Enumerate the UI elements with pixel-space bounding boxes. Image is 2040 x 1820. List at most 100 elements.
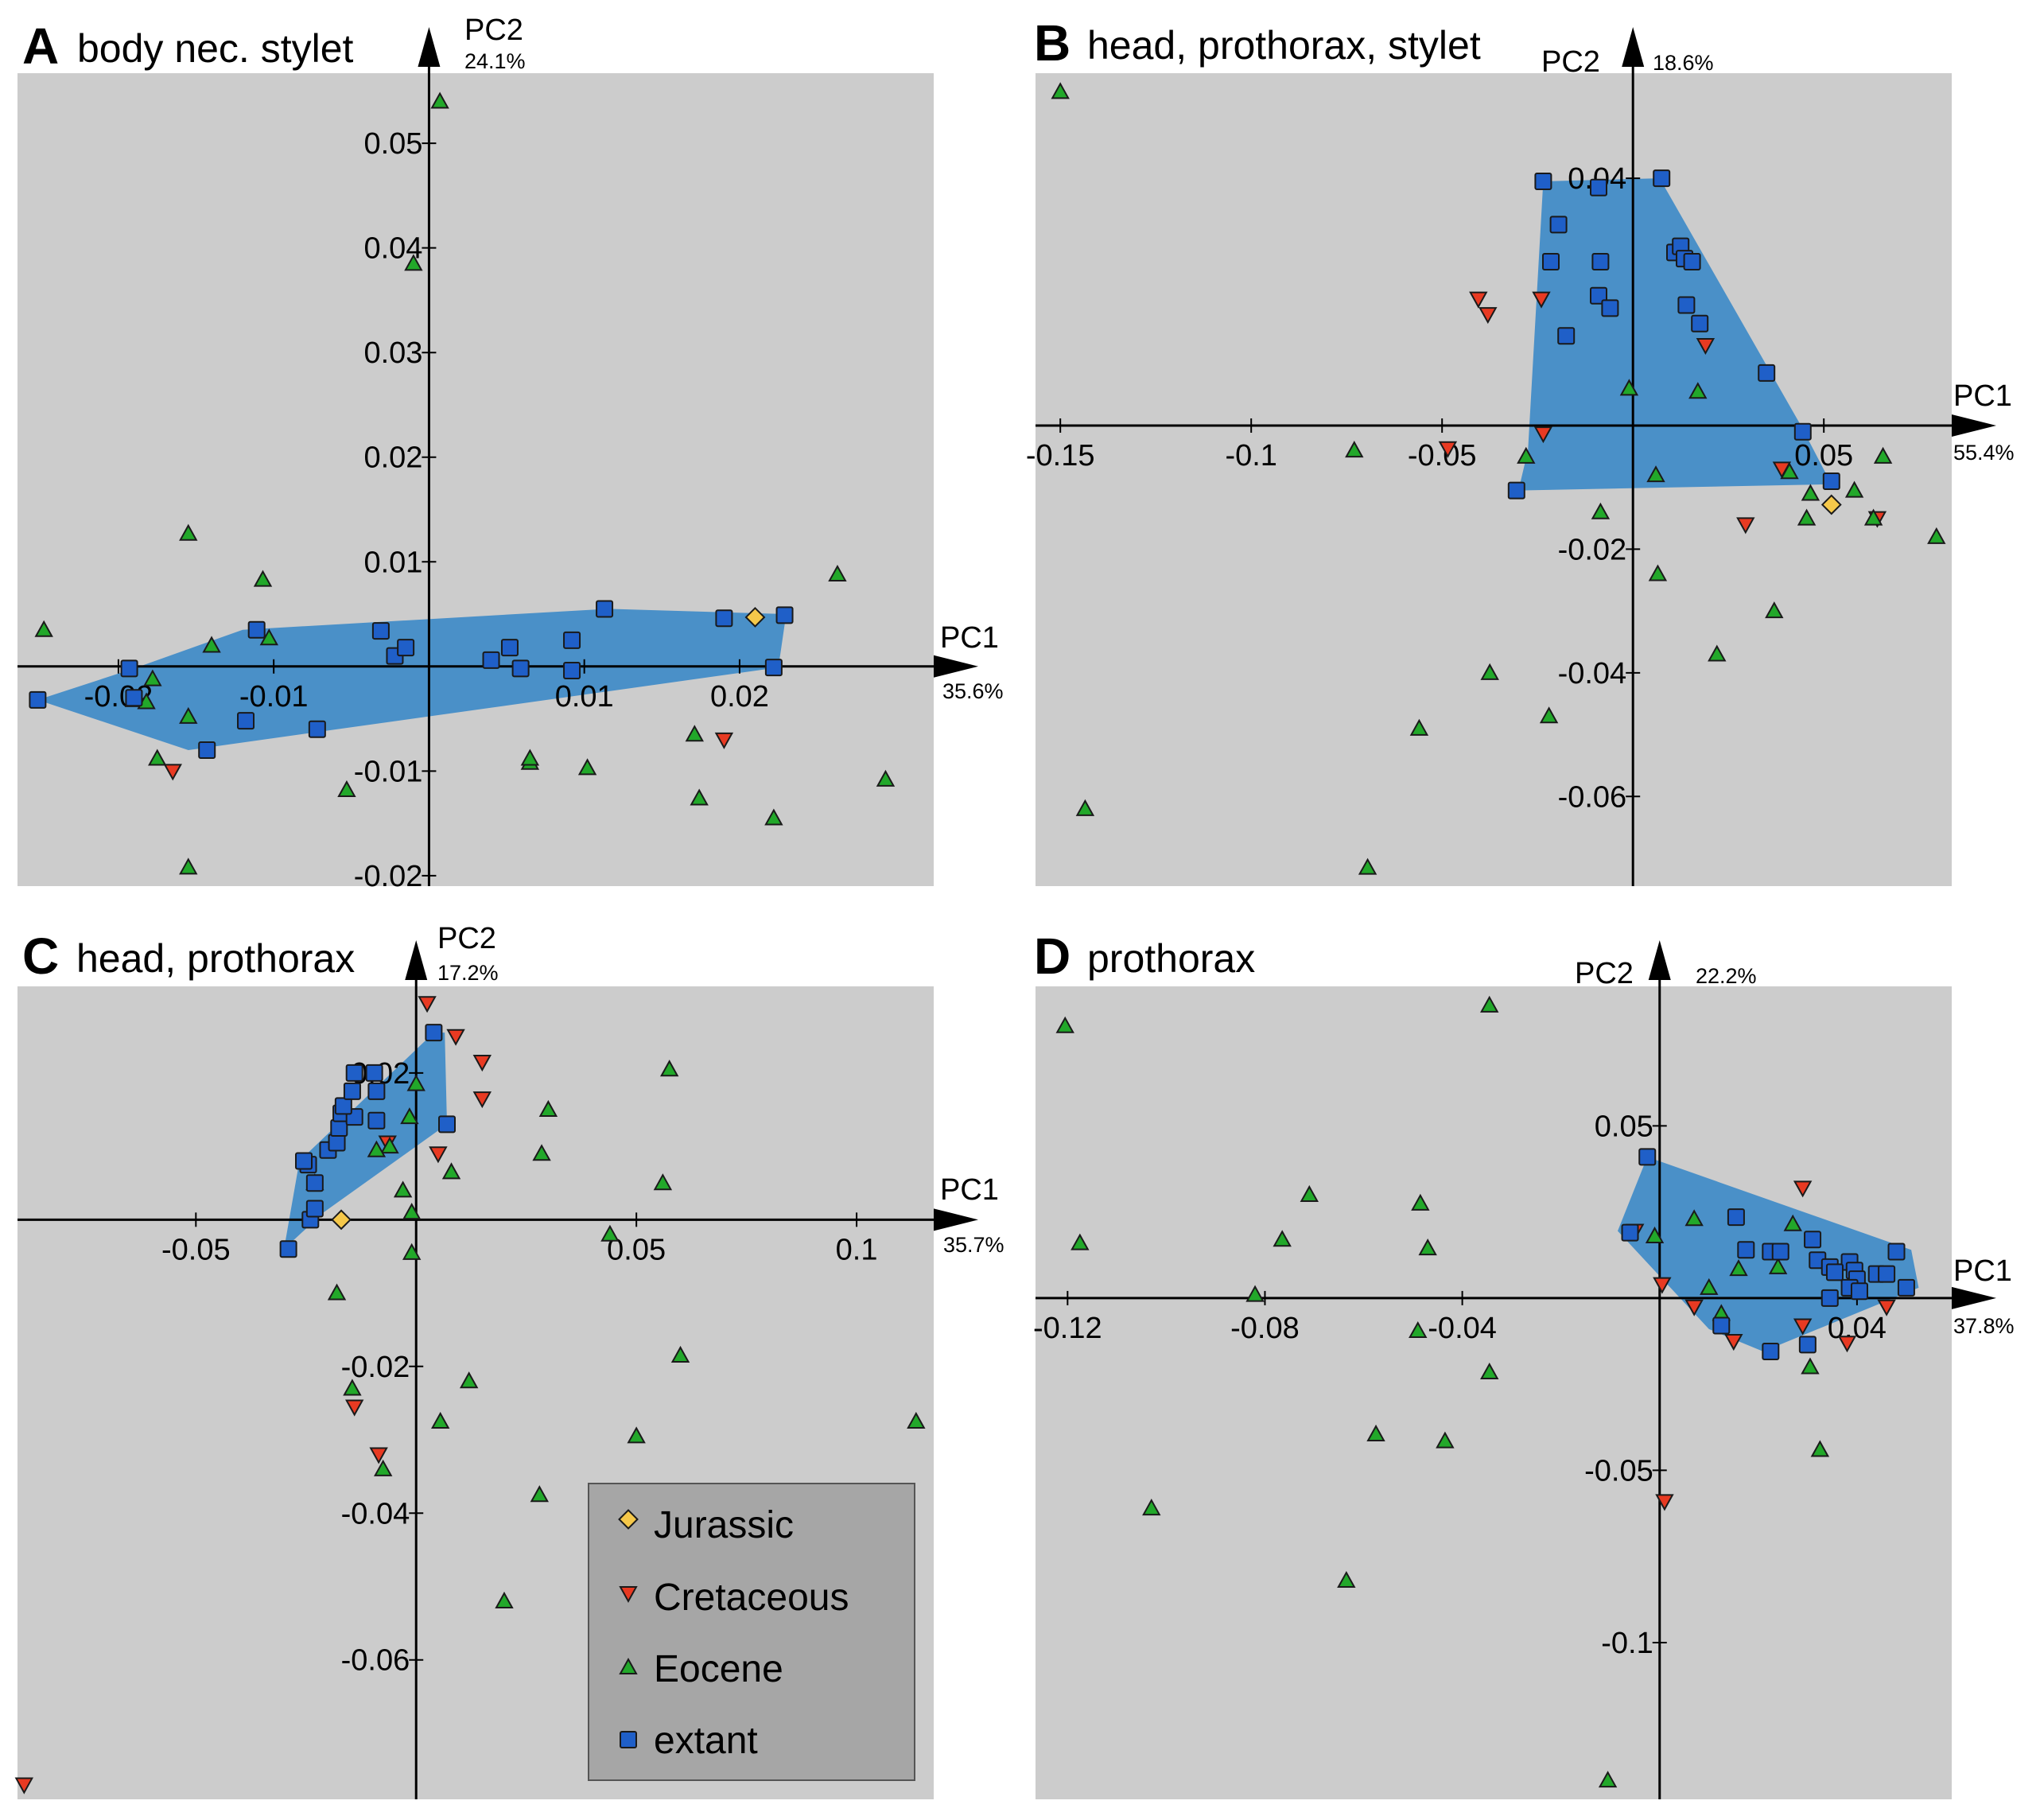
extant-convex-hull [37,609,787,750]
cretaceous-point [1469,291,1488,309]
eocene-point [343,1379,362,1396]
eocene-point [1409,718,1429,736]
extant-point [482,651,500,669]
panel-a: -0.02 -0.01 0.01 0.020.050.040.030.020.01-0… [17,14,1004,893]
extant-point [438,1115,456,1134]
eocene-point [441,1162,461,1180]
eocene-point [1619,379,1639,396]
panel-title: body nec. stylet [77,26,354,71]
eocene-point [1591,502,1611,519]
eocene-point [1783,1214,1802,1231]
points-layer [1055,995,1915,1788]
y-tick-label: -0.02 [341,1351,410,1384]
eocene-point [1797,508,1817,526]
extant-point [1762,1343,1780,1361]
legend-label: extant [654,1720,758,1762]
eocene-point [653,1173,673,1191]
eocene-point [1418,1239,1437,1256]
y-tick-label: -0.06 [1558,780,1627,814]
jurassic-point [744,607,766,628]
eocene-point [179,523,198,541]
eocene-point [337,780,356,797]
extant-point [775,606,794,624]
cretaceous-point [1653,1277,1672,1294]
eocene-point [532,1144,551,1161]
eocene-point [34,620,53,637]
extant-point [295,1152,313,1170]
eocene-point [1245,1285,1265,1302]
panel-letter: B [1034,14,1071,72]
eocene-point [1768,1257,1788,1274]
legend-marker-shape [619,1586,638,1604]
extant-point [1638,1148,1657,1166]
cretaceous-point [1684,1299,1704,1316]
cretaceous-point [1479,307,1498,325]
panel-letter: C [22,928,59,985]
x-axis-percent: 35.7% [943,1233,1004,1257]
x-axis-label: PC1 [1953,379,2012,413]
eocene-point [143,669,162,686]
eocene-point [179,706,198,724]
eocene-point [600,1224,620,1242]
cretaceous-point [1655,1494,1674,1511]
panel-title: head, prothorax [76,936,355,981]
extant-point [305,1174,324,1192]
extant-point [328,1134,346,1152]
extant-point [425,1024,443,1042]
extant-point [1542,253,1560,271]
extant-point [511,659,530,678]
y-axis-percent: 22.2% [1696,964,1757,988]
cretaceous-point [1532,291,1551,309]
eocene-point [1684,1209,1704,1227]
y-axis-arrow [405,940,428,980]
x-tick-label: 0.01 [555,680,614,714]
x-tick-label: 0.02 [710,680,769,714]
plot-background [17,73,934,886]
axes-layer: -0.12 -0.08 -0.04 0.04 0.05 -0.05 -0.1 [1033,940,1996,1799]
x-axis-percent: 55.4% [1953,441,2015,465]
y-tick-label: 0.03 [363,336,422,370]
cretaceous-point [163,764,182,781]
cretaceous-point [1438,441,1458,458]
legend-marker-shape [619,1657,638,1674]
eocene-point [1539,706,1559,724]
extant-point [1737,1241,1755,1259]
extant-point [1591,253,1610,271]
eocene-point [538,1099,558,1117]
extant-point [1878,1265,1896,1283]
y-tick-label: -0.02 [1558,533,1627,566]
legend-marker-shape [618,1509,639,1530]
extant-point [1822,472,1840,490]
plot-background [1036,986,1952,1799]
diamond-icon [618,1509,639,1530]
y-axis-percent: 18.6% [1653,51,1714,75]
extant-point [247,620,266,639]
extant-point [120,659,138,678]
legend-box [588,1483,915,1781]
cretaceous-point [344,1399,364,1417]
x-axis-label: PC1 [940,621,999,655]
legend-item-cretaceous: Cretaceous [619,1577,849,1619]
eocene-point [1646,465,1665,483]
y-tick-label: 0.05 [1595,1110,1653,1143]
x-axis-arrow [934,1208,978,1231]
panel-b: -0.15-0.1-0.050.050.04-0.02-0.04-0.06 B … [1026,14,2015,886]
y-axis-arrow [418,27,441,67]
extant-point [1621,1223,1639,1242]
eocene-point [907,1411,926,1429]
cretaceous-point [472,1055,492,1072]
eocene-point [1863,508,1883,526]
eocene-point [764,808,783,826]
eocene-point [1780,462,1799,480]
extant-point [563,631,581,649]
extant-point [1590,178,1607,196]
panel-letter: A [22,18,59,75]
extant-point [1825,1263,1844,1281]
cretaceous-point [1793,1318,1813,1336]
cretaceous-point [1533,426,1553,444]
extant-point [1601,299,1619,317]
extant-point [198,741,216,760]
y-tick-label: -0.02 [354,860,423,893]
y-axis-arrow [1648,940,1671,980]
